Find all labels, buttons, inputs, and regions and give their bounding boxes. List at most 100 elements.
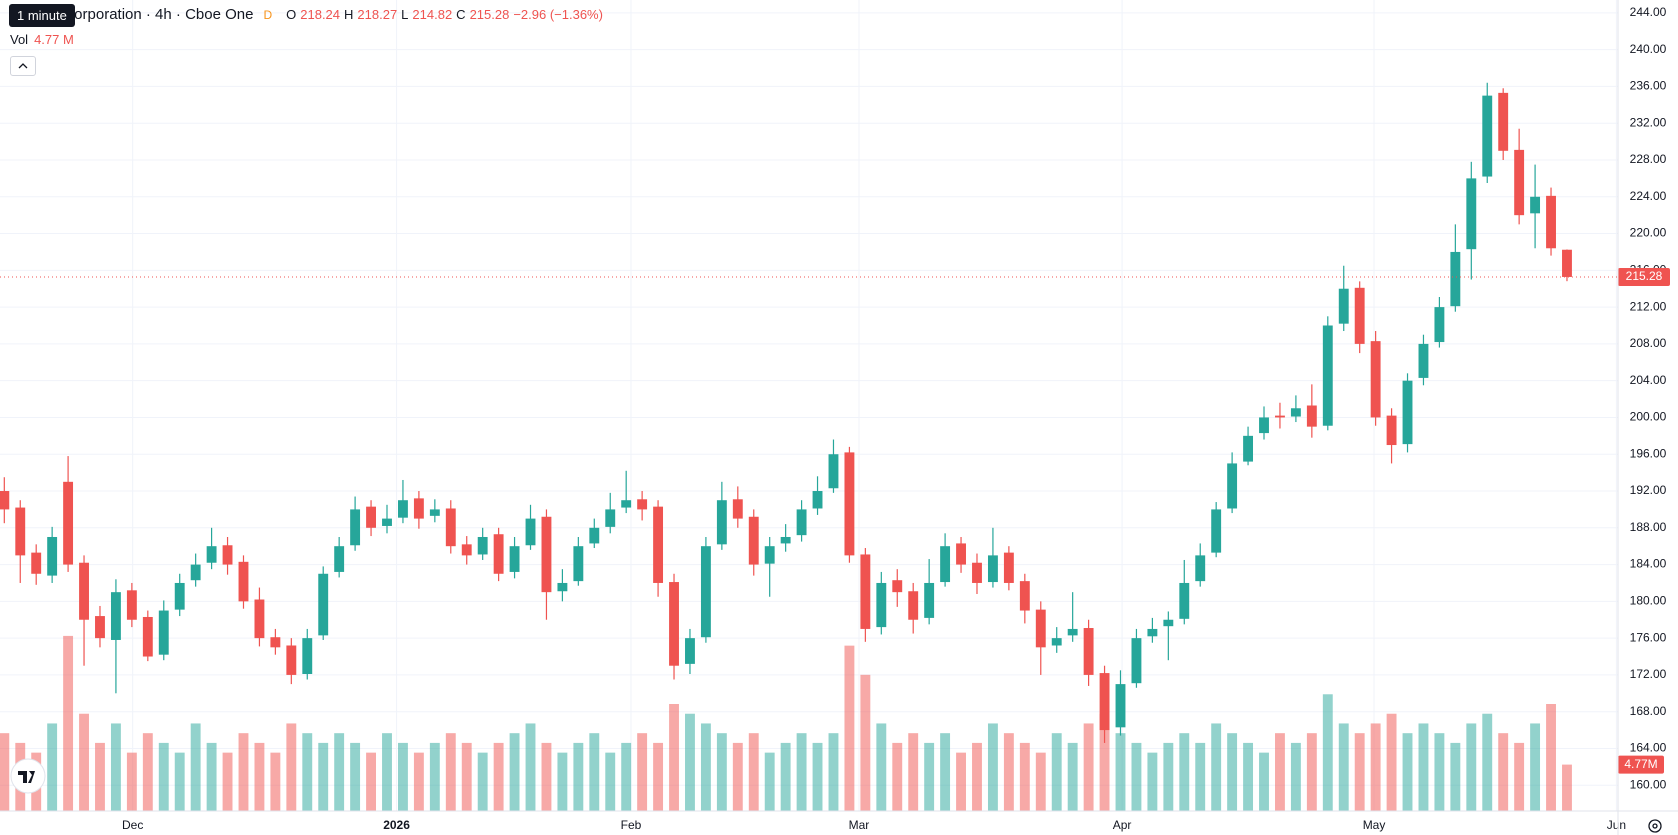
candle-body bbox=[1275, 415, 1285, 418]
volume-bar bbox=[382, 733, 392, 811]
volume-bar bbox=[1019, 742, 1030, 811]
volume-bar bbox=[334, 733, 345, 811]
candle-body bbox=[1546, 195, 1556, 249]
volume-bar bbox=[525, 723, 536, 811]
volume-bar bbox=[940, 733, 951, 811]
open-value: 218.24 bbox=[300, 7, 341, 22]
y-tick-label: 168.00 bbox=[1630, 704, 1667, 718]
candle-body bbox=[780, 536, 791, 544]
candle-body bbox=[1306, 405, 1317, 427]
candle-body bbox=[238, 561, 249, 602]
y-tick-label: 224.00 bbox=[1630, 189, 1667, 203]
volume-bar bbox=[1530, 723, 1541, 811]
volume-bar bbox=[206, 742, 217, 811]
volume-bar bbox=[190, 723, 201, 811]
candle-body bbox=[732, 499, 743, 519]
volume-bar bbox=[748, 733, 759, 811]
volume-bar bbox=[461, 742, 472, 811]
candle-body bbox=[1163, 619, 1174, 627]
candle-body bbox=[1322, 325, 1333, 426]
candle-body bbox=[142, 616, 153, 657]
candle-body bbox=[350, 509, 361, 546]
candle-body bbox=[1370, 341, 1381, 418]
collapse-button[interactable] bbox=[10, 56, 36, 76]
candle-body bbox=[1147, 628, 1158, 637]
volume-bar bbox=[142, 733, 153, 811]
volume-bar bbox=[669, 704, 679, 811]
volume-bar bbox=[924, 742, 935, 811]
candle-body bbox=[1035, 609, 1046, 648]
candle-body bbox=[366, 506, 376, 528]
volume-bar bbox=[764, 752, 775, 811]
y-tick-label: 240.00 bbox=[1630, 42, 1667, 56]
candle-body bbox=[573, 546, 584, 582]
candle-body bbox=[1243, 435, 1254, 462]
candle-body bbox=[908, 591, 919, 620]
candle-body bbox=[812, 491, 823, 509]
volume-bar bbox=[110, 723, 121, 811]
candle-body bbox=[557, 582, 568, 592]
candle-body bbox=[158, 610, 169, 655]
y-tick-label: 192.00 bbox=[1630, 483, 1667, 497]
candle-body bbox=[1227, 463, 1238, 509]
volume-bar bbox=[0, 733, 10, 811]
volume-bar bbox=[1195, 742, 1206, 811]
candle-body bbox=[589, 527, 600, 544]
y-tick-label: 172.00 bbox=[1630, 667, 1667, 681]
volume-bar bbox=[1099, 713, 1110, 811]
y-tick-label: 188.00 bbox=[1630, 520, 1667, 534]
low-label: L bbox=[401, 7, 409, 22]
candle-body bbox=[493, 534, 504, 574]
candle-body bbox=[828, 454, 839, 489]
volume-bar bbox=[445, 733, 456, 811]
volume-bar bbox=[238, 733, 249, 811]
candle-body bbox=[956, 543, 966, 565]
volume-bar bbox=[366, 752, 376, 811]
volume-bar bbox=[557, 752, 568, 811]
candle-body bbox=[190, 564, 201, 581]
volume-bar bbox=[1418, 723, 1429, 811]
x-tick-label: Feb bbox=[621, 818, 642, 832]
candle-body bbox=[1179, 582, 1190, 619]
volume-bar bbox=[1466, 723, 1477, 811]
volume-bar bbox=[1370, 723, 1381, 811]
volume-bar bbox=[63, 635, 74, 811]
x-tick-label: Jun bbox=[1607, 818, 1626, 832]
volume-bar bbox=[908, 733, 919, 811]
candle-body bbox=[222, 545, 233, 565]
candle-body bbox=[860, 554, 871, 629]
volume-bar bbox=[828, 733, 839, 811]
last-price-tag bbox=[1618, 267, 1670, 286]
y-tick-label: 212.00 bbox=[1630, 299, 1667, 313]
volume-bar bbox=[541, 742, 552, 811]
volume-bar bbox=[1434, 733, 1445, 811]
volume-bar bbox=[1051, 733, 1062, 811]
candle-body bbox=[685, 638, 695, 664]
volume-bar bbox=[1562, 764, 1572, 811]
low-value: 214.82 bbox=[412, 7, 453, 22]
y-tick-label: 164.00 bbox=[1630, 741, 1667, 755]
volume-bar bbox=[1083, 723, 1094, 811]
y-tick-label: 208.00 bbox=[1630, 336, 1667, 350]
last-price-label: 215.28 bbox=[1626, 269, 1663, 283]
settings-icon[interactable] bbox=[1648, 819, 1662, 833]
candle-body bbox=[15, 507, 26, 556]
candle-body bbox=[1466, 178, 1477, 250]
volume-bar bbox=[1147, 752, 1158, 811]
volume-bar bbox=[79, 713, 89, 811]
volume-bar bbox=[1450, 742, 1461, 811]
volume-bar bbox=[1211, 723, 1222, 811]
candle-body bbox=[126, 590, 137, 620]
volume-bar bbox=[1386, 713, 1397, 811]
candle-body bbox=[1562, 249, 1572, 277]
y-tick-label: 232.00 bbox=[1630, 115, 1667, 129]
candle-body bbox=[972, 562, 982, 583]
candle-body bbox=[541, 516, 552, 593]
volume-bar bbox=[413, 752, 424, 811]
candle-body bbox=[924, 582, 935, 618]
y-tick-label: 176.00 bbox=[1630, 630, 1667, 644]
candle-body bbox=[1259, 417, 1269, 434]
volume-bar bbox=[1514, 742, 1525, 811]
